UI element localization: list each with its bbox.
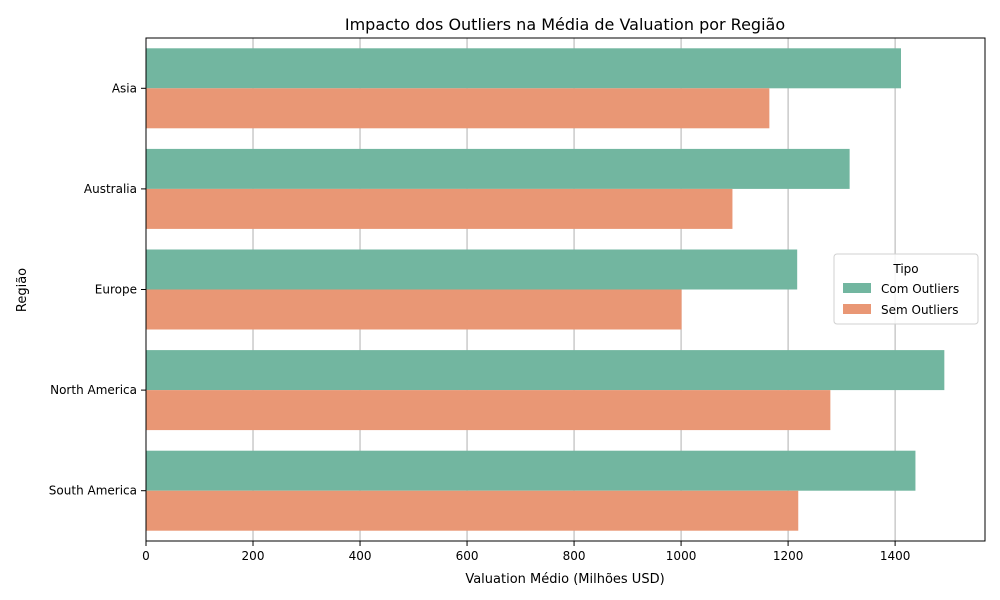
bar-sem-outliers (146, 188, 733, 229)
legend-title: Tipo (892, 262, 918, 276)
bar-sem-outliers (146, 289, 682, 330)
bar-com-outliers (146, 450, 916, 491)
y-axis-ticks: Asia Australia Europe North America South Am… (49, 81, 146, 498)
bar-sem-outliers (146, 490, 799, 531)
chart-title: Impacto dos Outliers na Média de Valuati… (345, 15, 785, 34)
legend-swatch (843, 283, 871, 293)
y-tick-label: Asia (112, 81, 137, 95)
x-tick-label: 1400 (880, 549, 911, 563)
x-tick-label: 1000 (666, 549, 697, 563)
bar-com-outliers (146, 350, 945, 391)
bar-com-outliers (146, 48, 901, 89)
bar-sem-outliers (146, 88, 770, 129)
legend-label: Com Outliers (881, 282, 959, 296)
legend-swatch (843, 304, 871, 314)
y-tick-label: Europe (95, 283, 137, 297)
legend-label: Sem Outliers (881, 303, 959, 317)
x-tick-label: 600 (456, 549, 479, 563)
legend: Tipo Com Outliers Sem Outliers (833, 253, 979, 325)
bar-sem-outliers (146, 390, 831, 431)
x-axis-label: Valuation Médio (Milhões USD) (465, 572, 664, 587)
bar-com-outliers (146, 148, 850, 189)
y-tick-label: North America (50, 383, 137, 397)
x-tick-label: 1200 (773, 549, 804, 563)
x-axis-ticks: 0 200 400 600 800 1000 1200 1400 (142, 541, 910, 563)
bars (146, 48, 945, 531)
y-tick-label: South America (49, 484, 137, 498)
x-tick-label: 400 (349, 549, 372, 563)
y-tick-label: Australia (84, 182, 137, 196)
x-tick-label: 800 (563, 549, 586, 563)
y-axis-label: Região (15, 268, 30, 312)
bar-com-outliers (146, 249, 798, 290)
x-tick-label: 0 (142, 549, 150, 563)
x-tick-label: 200 (242, 549, 265, 563)
